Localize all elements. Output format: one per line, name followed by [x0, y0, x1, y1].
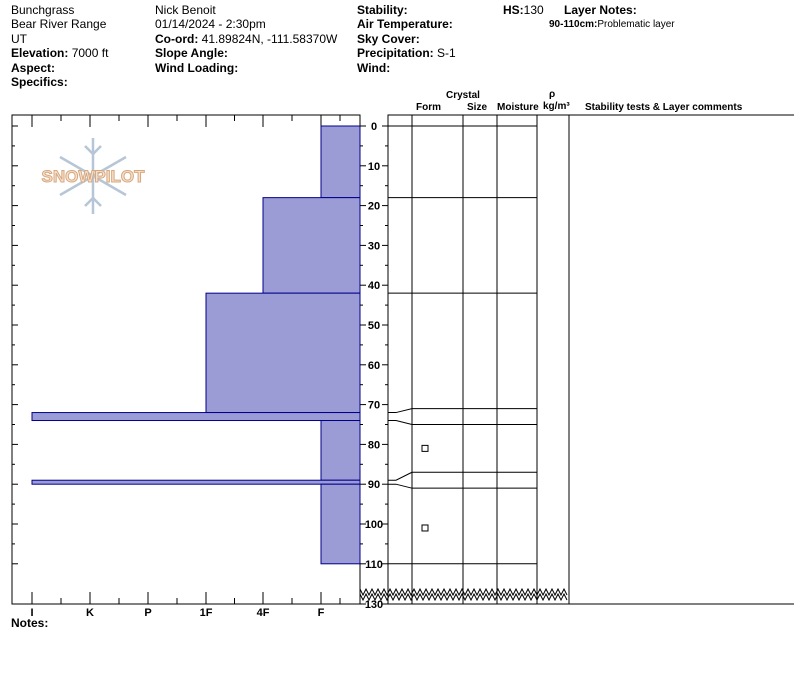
snow-height: HS:130 [503, 3, 544, 17]
grain-table-frame [387, 114, 570, 605]
hardness-layer-bar [320, 125, 361, 199]
density-unit-header: kg/m³ [543, 101, 570, 112]
depth-tick-label: 90 [368, 479, 380, 491]
grain-form-marker [421, 524, 429, 532]
coordinates: Co-ord: 41.89824N, -111.58370W [155, 32, 337, 46]
hardness-layer-bar [31, 479, 361, 485]
form-header: Form [416, 102, 441, 113]
depth-break-line-top [359, 587, 568, 597]
depth-tick-label: 10 [368, 161, 380, 173]
aspect-label: Aspect: [11, 61, 56, 75]
logo-text: SNOWPILOT [42, 167, 146, 186]
elevation-label: Elevation: [11, 46, 69, 60]
depth-axis: 0 10 20 30 40 50 60 70 80 90 100 110 130 [360, 115, 389, 611]
layer-note: 90-110cm:Problematic layer [549, 18, 675, 32]
depth-tick-label: 30 [368, 240, 380, 252]
depth-tick-label: 0 [371, 121, 377, 133]
coord-value: 41.89824N, -111.58370W [201, 32, 338, 46]
mountain-range: Bear River Range [11, 17, 107, 31]
hardness-layers [31, 125, 361, 565]
layer-note-text: Problematic layer [597, 19, 675, 30]
layer-note-depth: 90-110cm: [549, 19, 598, 30]
wind-label: Wind: [357, 61, 391, 75]
hardness-layer-bar [320, 483, 361, 565]
elevation: Elevation: 7000 ft [11, 46, 108, 60]
state: UT [11, 32, 27, 46]
notes-label: Notes: [11, 616, 49, 630]
hardness-tick-label: K [86, 607, 94, 619]
specifics-label: Specifics: [11, 75, 68, 89]
layer-connector [388, 483, 413, 489]
hardness-tick-label: I [30, 607, 33, 619]
layer-connector [388, 420, 413, 425]
hs-label: HS: [503, 3, 524, 17]
depth-tick-label: 40 [368, 280, 380, 292]
coord-label: Co-ord: [155, 32, 199, 46]
stability-label: Stability: [357, 3, 408, 17]
grain-form-marker [421, 444, 429, 452]
depth-tick-label: 130 [365, 599, 383, 611]
depth-tick-label: 100 [365, 519, 383, 531]
hardness-layer-bar [262, 197, 361, 294]
precipitation-value: S-1 [437, 46, 456, 60]
observation-datetime: 01/14/2024 - 2:30pm [155, 17, 266, 31]
depth-tick-label: 50 [368, 320, 380, 332]
observer-name: Nick Benoit [155, 3, 216, 17]
depth-tick-label: 80 [368, 439, 380, 451]
wind-loading-label: Wind Loading: [155, 61, 239, 75]
precipitation-label: Precipitation: [357, 46, 434, 60]
slope-angle-label: Slope Angle: [155, 46, 228, 60]
size-header: Size [467, 102, 488, 113]
layer-connector [388, 471, 413, 481]
hs-value: 130 [523, 3, 544, 17]
depth-tick-label: 20 [368, 201, 380, 213]
depth-tick-label: 110 [365, 559, 383, 571]
snowpilot-logo: SNOWPILOT [41, 138, 146, 214]
precipitation: Precipitation: S-1 [357, 46, 456, 60]
air-temperature-label: Air Temperature: [357, 17, 453, 31]
comments-header: Stability tests & Layer comments [585, 102, 743, 113]
hardness-tick-label: 1F [200, 607, 213, 619]
location-name: Bunchgrass [11, 3, 75, 17]
hardness-tick-label: 4F [257, 607, 270, 619]
hardness-tick-label: F [318, 607, 325, 619]
hardness-layer-bar [320, 420, 361, 481]
hardness-layer-bar [31, 412, 361, 422]
layer-connector [388, 408, 413, 414]
rho-header: ρ [549, 89, 556, 100]
sky-cover-label: Sky Cover: [357, 32, 420, 46]
depth-tick-label: 60 [368, 360, 380, 372]
grain-table [359, 114, 794, 605]
crystal-header: Crystal [446, 90, 480, 101]
elevation-value: 7000 ft [71, 46, 109, 60]
hardness-layer-bar [205, 292, 361, 414]
depth-tick-label: 70 [368, 400, 380, 412]
hardness-tick-label: P [144, 607, 151, 619]
depth-break-line-bottom [359, 592, 568, 602]
moisture-header: Moisture [497, 102, 539, 113]
layer-notes-label: Layer Notes: [564, 3, 637, 17]
